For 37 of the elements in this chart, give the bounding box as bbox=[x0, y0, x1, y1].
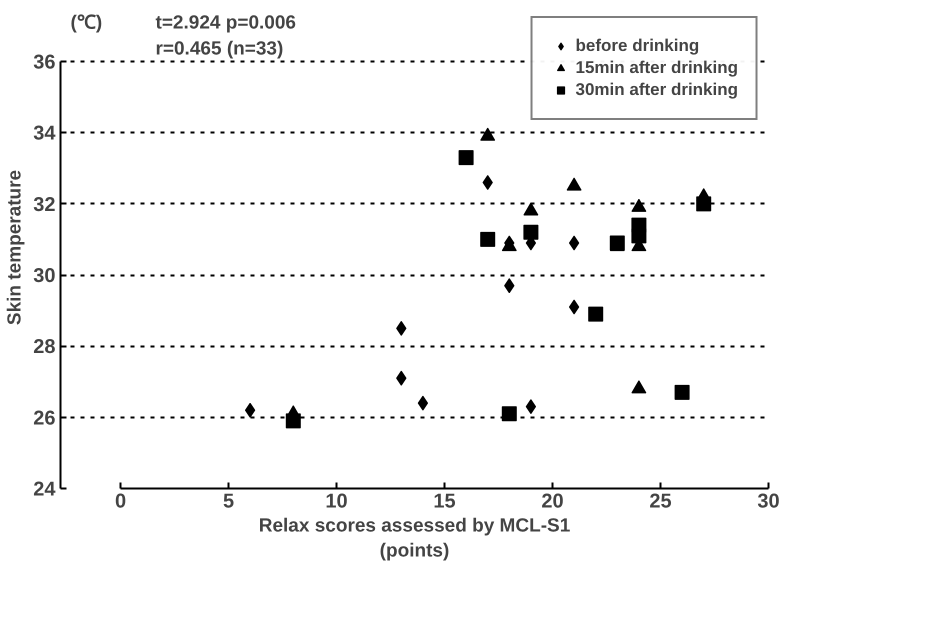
text: t=2.924 p=0.006 bbox=[156, 12, 296, 34]
point bbox=[526, 399, 536, 414]
y-tick-label: 30 bbox=[33, 265, 56, 287]
point bbox=[286, 413, 301, 428]
legend-label: 30min after drinking bbox=[576, 80, 738, 100]
point bbox=[674, 384, 690, 400]
x-tick-label: 0 bbox=[114, 490, 126, 512]
x-axis-title: Relax scores assessed by MCL-S1 (points) bbox=[258, 516, 571, 562]
point bbox=[480, 232, 496, 247]
point bbox=[523, 224, 538, 240]
point bbox=[696, 196, 712, 212]
point bbox=[244, 402, 256, 418]
y-tick-label: 32 bbox=[33, 194, 56, 216]
y-tick-label: 24 bbox=[33, 478, 56, 500]
y-tick-label: 34 bbox=[33, 122, 56, 145]
x-tick-label: 25 bbox=[649, 490, 672, 512]
point bbox=[568, 235, 580, 250]
legend-label: 15min after drinking bbox=[576, 58, 738, 78]
x-tick-label: 5 bbox=[222, 490, 234, 512]
y-tick-label: 36 bbox=[33, 52, 56, 74]
x-tick-label: 30 bbox=[757, 490, 780, 512]
point bbox=[568, 300, 580, 315]
point bbox=[610, 235, 625, 250]
text: r=0.465 (n=33) bbox=[156, 38, 284, 60]
x-tick-label: 10 bbox=[325, 490, 348, 512]
y-tick-label: 26 bbox=[33, 407, 56, 430]
x-tick-label: 20 bbox=[541, 490, 564, 512]
x-tick-label: 15 bbox=[433, 490, 456, 512]
point bbox=[418, 396, 428, 411]
point bbox=[458, 150, 474, 166]
y-tick-label: 28 bbox=[33, 336, 56, 358]
point bbox=[588, 306, 604, 322]
text: (℃) bbox=[70, 12, 102, 34]
point bbox=[631, 228, 646, 244]
y-axis-title: Skin temperature bbox=[4, 170, 26, 326]
legend-label: before drinking bbox=[576, 36, 700, 56]
point bbox=[502, 406, 517, 422]
